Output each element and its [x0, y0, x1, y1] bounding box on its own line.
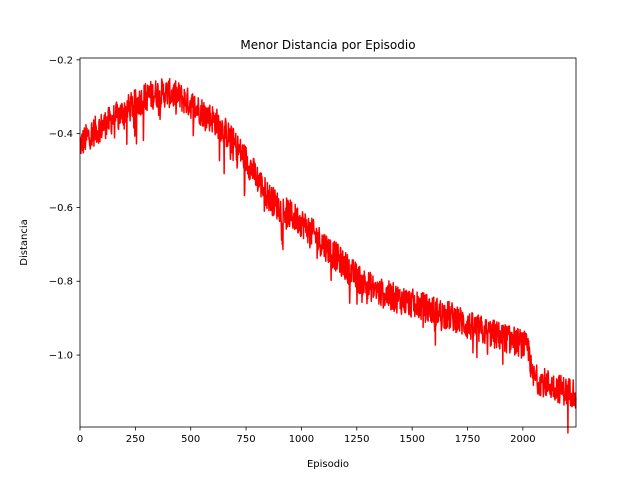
x-tick-label: 750: [237, 434, 256, 445]
y-tick-label: −0.2: [49, 55, 73, 66]
x-tick-label: 1250: [344, 434, 369, 445]
x-tick-label: 1000: [289, 434, 314, 445]
series-line: [79, 77, 577, 434]
y-tick-label: −0.8: [49, 277, 73, 288]
x-tick-label: 0: [77, 434, 83, 445]
y-axis-label: Distancia: [19, 219, 30, 265]
plot-area: [79, 77, 577, 434]
x-axis-label: Episodio: [307, 459, 349, 470]
y-tick-label: −1.0: [49, 351, 73, 362]
chart-title: Menor Distancia por Episodio: [240, 38, 415, 52]
x-tick-label: 1750: [455, 434, 480, 445]
y-tick-label: −0.6: [49, 203, 73, 214]
y-ticks: −1.0 −0.8 −0.6 −0.4 −0.2: [49, 55, 80, 362]
y-tick-label: −0.4: [49, 129, 73, 140]
x-ticks: 0 250 500 750 1000 1250 1500 1750 2000: [77, 427, 536, 445]
axes-frame: [79, 57, 577, 428]
x-tick-label: 500: [181, 434, 200, 445]
x-tick-label: 2000: [510, 434, 535, 445]
x-tick-label: 1500: [399, 434, 424, 445]
x-tick-label: 250: [126, 434, 145, 445]
